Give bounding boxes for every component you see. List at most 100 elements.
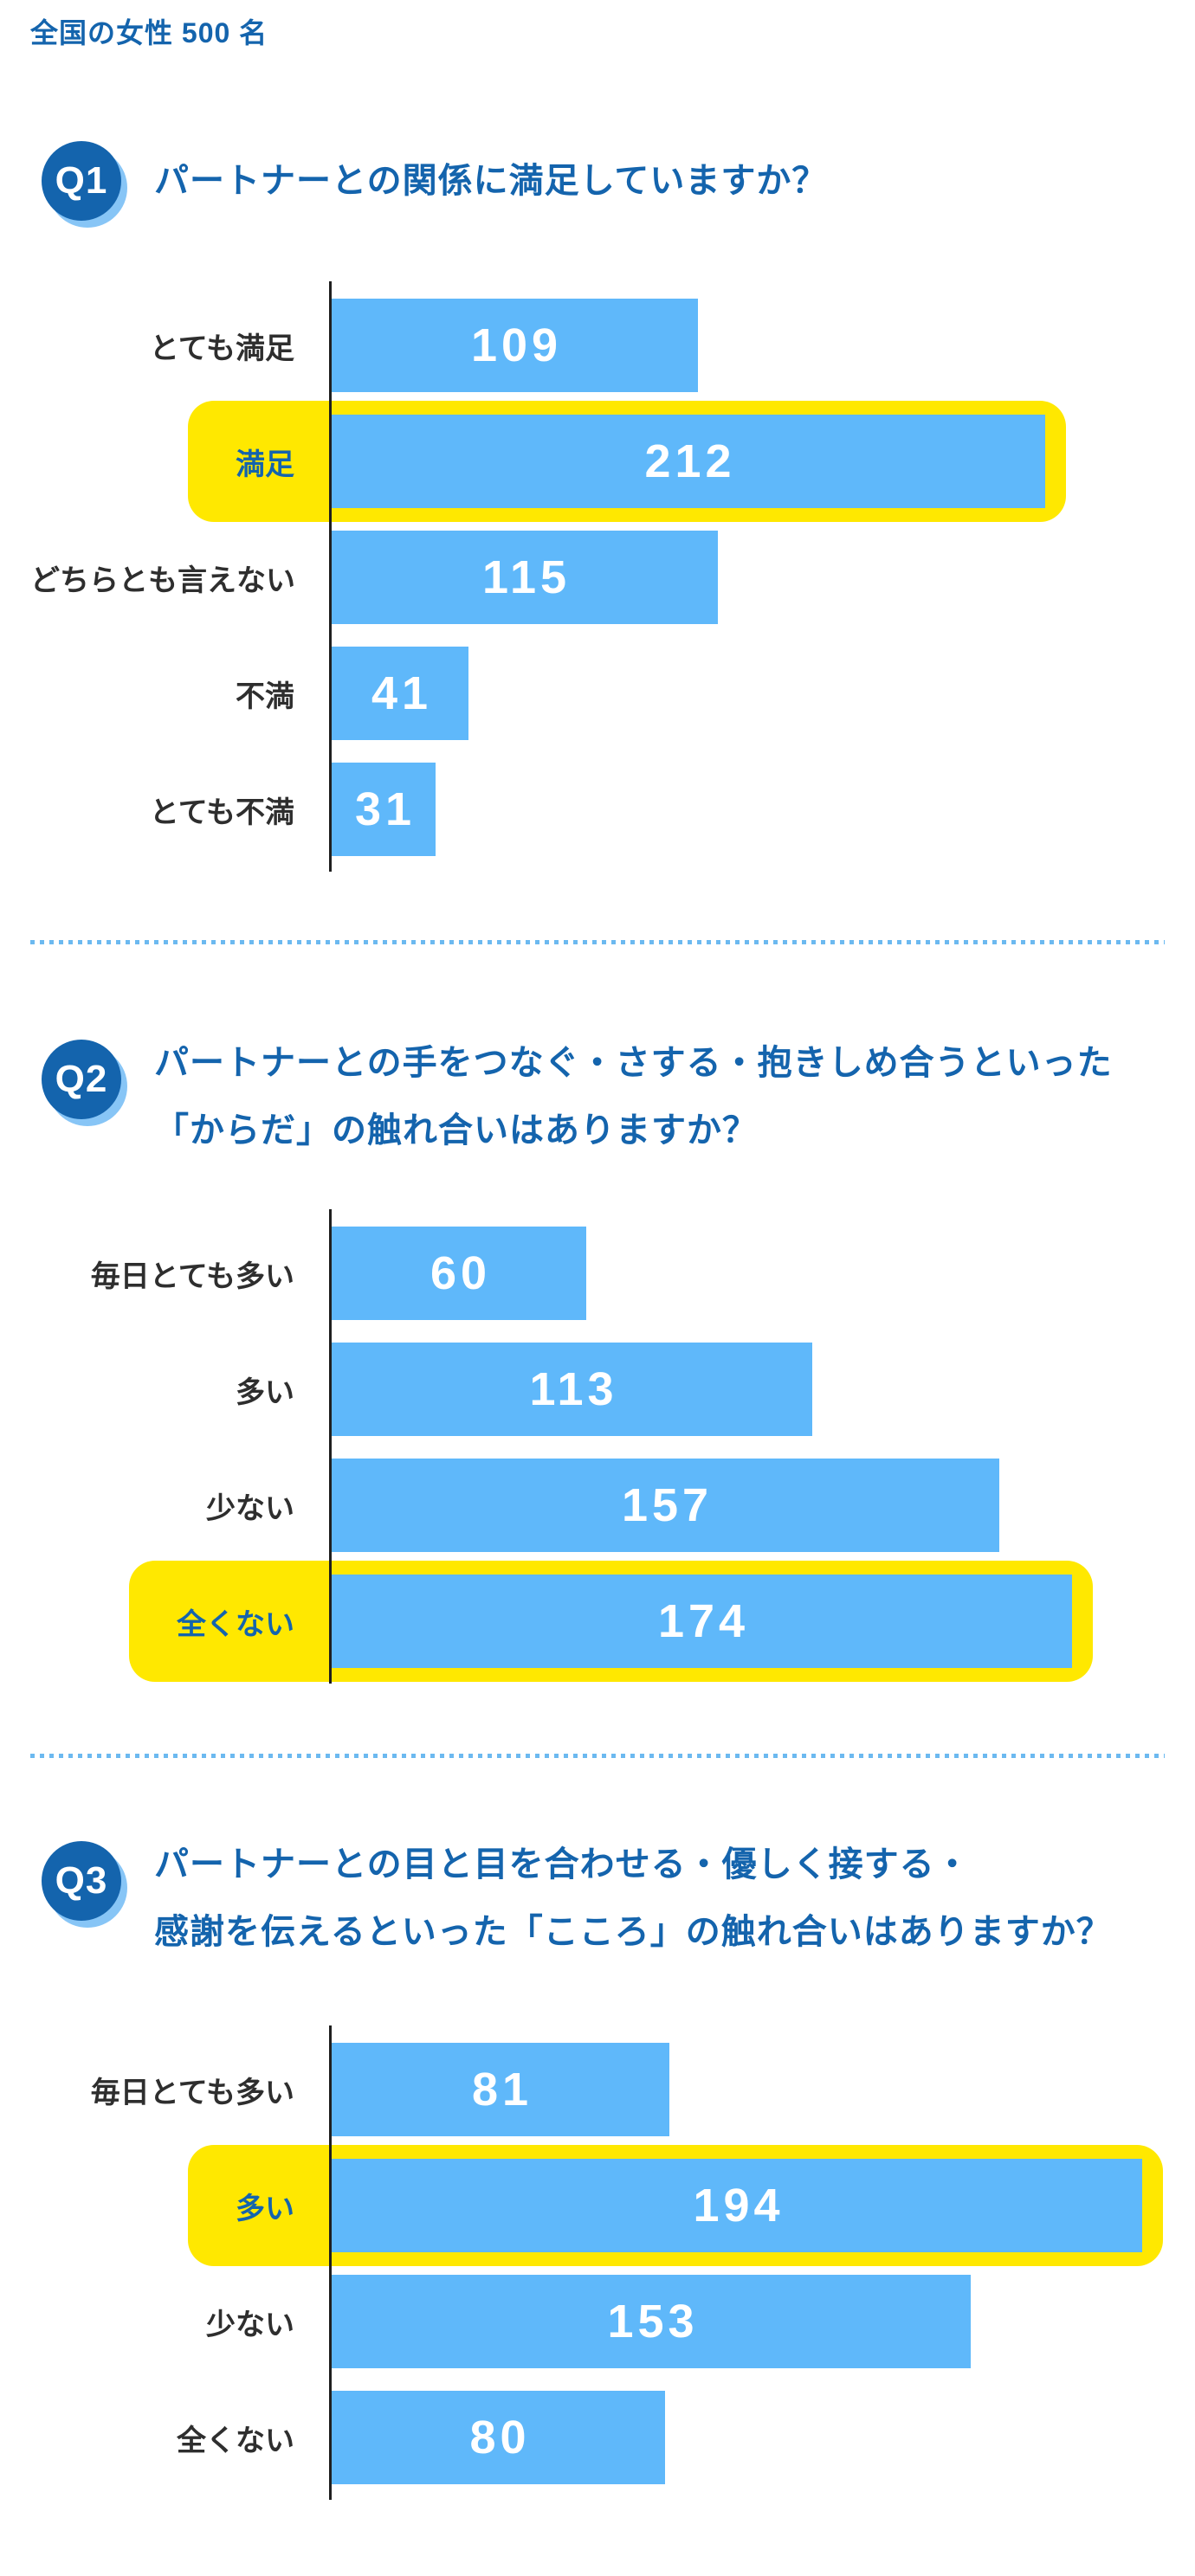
bar-q1-3: 41 xyxy=(331,647,468,740)
value-label: 115 xyxy=(481,551,572,603)
axis-line xyxy=(329,281,332,872)
category-label: 不満 xyxy=(30,673,331,715)
bar-track: 153 xyxy=(331,2275,1165,2368)
bar-q1-2: 115 xyxy=(331,531,718,624)
question-title-line: 感謝を伝えるといった「こころ」の触れ合いはありますか？ xyxy=(154,1913,1112,1951)
value-label: 31 xyxy=(354,783,417,835)
category-label: とても満足 xyxy=(30,325,331,367)
bar-q3-0: 81 xyxy=(331,2043,669,2136)
value-label: 212 xyxy=(644,435,736,487)
bar-track: 60 xyxy=(331,1227,1165,1320)
bar-q1-0: 109 xyxy=(331,299,698,392)
q1-badge: Q1 xyxy=(42,141,121,221)
category-label: どちらとも言えない xyxy=(30,557,331,599)
bar-row: とても不満 31 xyxy=(30,763,1165,856)
value-label: 153 xyxy=(607,2296,699,2347)
chart-sections-container: Q1 パートナーとの関係に満足していますか？ とても満足 109 満足 212 どちらとも言… xyxy=(30,141,1165,2500)
bar-row: 多い 113 xyxy=(30,1343,1165,1436)
bar-track: 81 xyxy=(331,2043,1165,2136)
category-label-text: とても満足 xyxy=(149,332,294,365)
category-label: 多い xyxy=(30,2185,331,2227)
category-label-text: 全くない xyxy=(177,2424,294,2457)
question-title-line: パートナーとの目と目を合わせる・優しく接する・ xyxy=(154,1845,971,1884)
question-header-q1: Q1 パートナーとの関係に満足していますか？ xyxy=(30,141,1165,221)
category-label-text: 満足 xyxy=(236,448,294,481)
category-label-text: 毎日とても多い xyxy=(90,2076,294,2109)
bar-q2-0: 60 xyxy=(331,1227,586,1320)
bar-q1-1: 212 xyxy=(331,415,1045,508)
category-label: 全くない xyxy=(30,1600,331,1643)
category-label: 全くない xyxy=(30,2417,331,2459)
bar-row: どちらとも言えない 115 xyxy=(30,531,1165,624)
bar-row: 不満 41 xyxy=(30,647,1165,740)
bar-track: 174 xyxy=(331,1575,1165,1668)
bar-track: 113 xyxy=(331,1343,1165,1436)
category-label-text: 毎日とても多い xyxy=(90,1259,294,1293)
category-label: 毎日とても多い xyxy=(30,1253,331,1295)
axis-line xyxy=(329,1209,332,1684)
category-label: 多い xyxy=(30,1368,331,1411)
question-title-q1: パートナーとの関係に満足していますか？ xyxy=(154,147,827,215)
bar-row: とても満足 109 xyxy=(30,299,1165,392)
category-label-text: 全くない xyxy=(177,1607,294,1641)
category-label-text: 多い xyxy=(236,2192,294,2225)
value-label: 109 xyxy=(470,319,563,371)
value-label: 80 xyxy=(469,2412,531,2463)
bar-track: 80 xyxy=(331,2391,1165,2484)
question-title-q3: パートナーとの目と目を合わせる・優しく接する・感謝を伝えるといった「こころ」の触… xyxy=(154,1831,1112,1966)
bar-track: 194 xyxy=(331,2159,1165,2252)
question-title-line: パートナーとの手をつなぐ・さする・抱きしめ合うといった xyxy=(154,1044,1113,1082)
question-title-line: 「からだ」の触れ合いはありますか？ xyxy=(154,1111,758,1150)
category-label-text: 多い xyxy=(236,1375,294,1409)
question-header-q2: Q2 パートナーとの手をつなぐ・さする・抱きしめ合うといった 「からだ」の触れ合いは… xyxy=(30,1029,1165,1164)
value-label: 60 xyxy=(430,1247,492,1299)
bar-track: 212 xyxy=(331,415,1165,508)
value-label: 81 xyxy=(471,2064,533,2116)
bar-row: 毎日とても多い 60 xyxy=(30,1227,1165,1320)
q2-badge: Q2 xyxy=(42,1040,121,1119)
value-label: 113 xyxy=(529,1363,618,1415)
bar-q2-2: 157 xyxy=(331,1459,999,1552)
bar-chart-q2: 毎日とても多い 60 多い 113 少ない 157 全くない 174 xyxy=(30,1209,1165,1684)
bar-q1-4: 31 xyxy=(331,763,436,856)
bar-row: 少ない 157 xyxy=(30,1459,1165,1552)
bar-row: 毎日とても多い 81 xyxy=(30,2043,1165,2136)
bar-track: 157 xyxy=(331,1459,1165,1552)
value-label: 174 xyxy=(657,1595,750,1647)
category-label: 毎日とても多い xyxy=(30,2069,331,2111)
category-label-text: 不満 xyxy=(236,679,294,713)
value-label: 194 xyxy=(693,2180,785,2231)
question-title-line: パートナーとの関係に満足していますか？ xyxy=(154,162,828,200)
category-label-text: 少ない xyxy=(206,1491,294,1525)
question-header-q3: Q3 パートナーとの目と目を合わせる・優しく接する・感謝を伝えるといった「こころ」… xyxy=(30,1831,1165,1966)
bar-q3-1: 194 xyxy=(331,2159,1142,2252)
category-label-text: とても不満 xyxy=(149,795,294,829)
category-label: 少ない xyxy=(30,2301,331,2343)
q3-badge: Q3 xyxy=(42,1841,121,1921)
bar-chart-q1: とても満足 109 満足 212 どちらとも言えない 115 不満 41 とても不満 31 xyxy=(30,281,1165,872)
category-label: とても不満 xyxy=(30,789,331,831)
category-label: 満足 xyxy=(30,441,331,483)
bar-row: 全くない 80 xyxy=(30,2391,1165,2484)
bar-track: 41 xyxy=(331,647,1165,740)
dotted-divider xyxy=(30,940,1165,944)
bar-track: 115 xyxy=(331,531,1165,624)
bar-row: 少ない 153 xyxy=(30,2275,1165,2368)
bar-track: 31 xyxy=(331,763,1165,856)
bar-row: 全くない 174 xyxy=(30,1561,1165,1682)
bar-row: 多い 194 xyxy=(30,2145,1165,2266)
question-title-q2: パートナーとの手をつなぐ・さする・抱きしめ合うといった 「からだ」の触れ合いはあり… xyxy=(154,1029,1113,1164)
sample-size-note: 全国の女性 500 名 xyxy=(30,17,268,48)
bar-q2-3: 174 xyxy=(331,1575,1072,1668)
value-label: 41 xyxy=(371,667,433,719)
bar-q2-1: 113 xyxy=(331,1343,812,1436)
bar-track: 109 xyxy=(331,299,1165,392)
category-label: 少ない xyxy=(30,1484,331,1527)
axis-line xyxy=(329,2025,332,2500)
category-label-text: どちらとも言えない xyxy=(30,564,295,597)
bar-q3-3: 80 xyxy=(331,2391,665,2484)
bar-row: 満足 212 xyxy=(30,401,1165,522)
value-label: 157 xyxy=(621,1479,714,1531)
bar-chart-q3: 毎日とても多い 81 多い 194 少ない 153 全くない 80 xyxy=(30,2025,1165,2500)
